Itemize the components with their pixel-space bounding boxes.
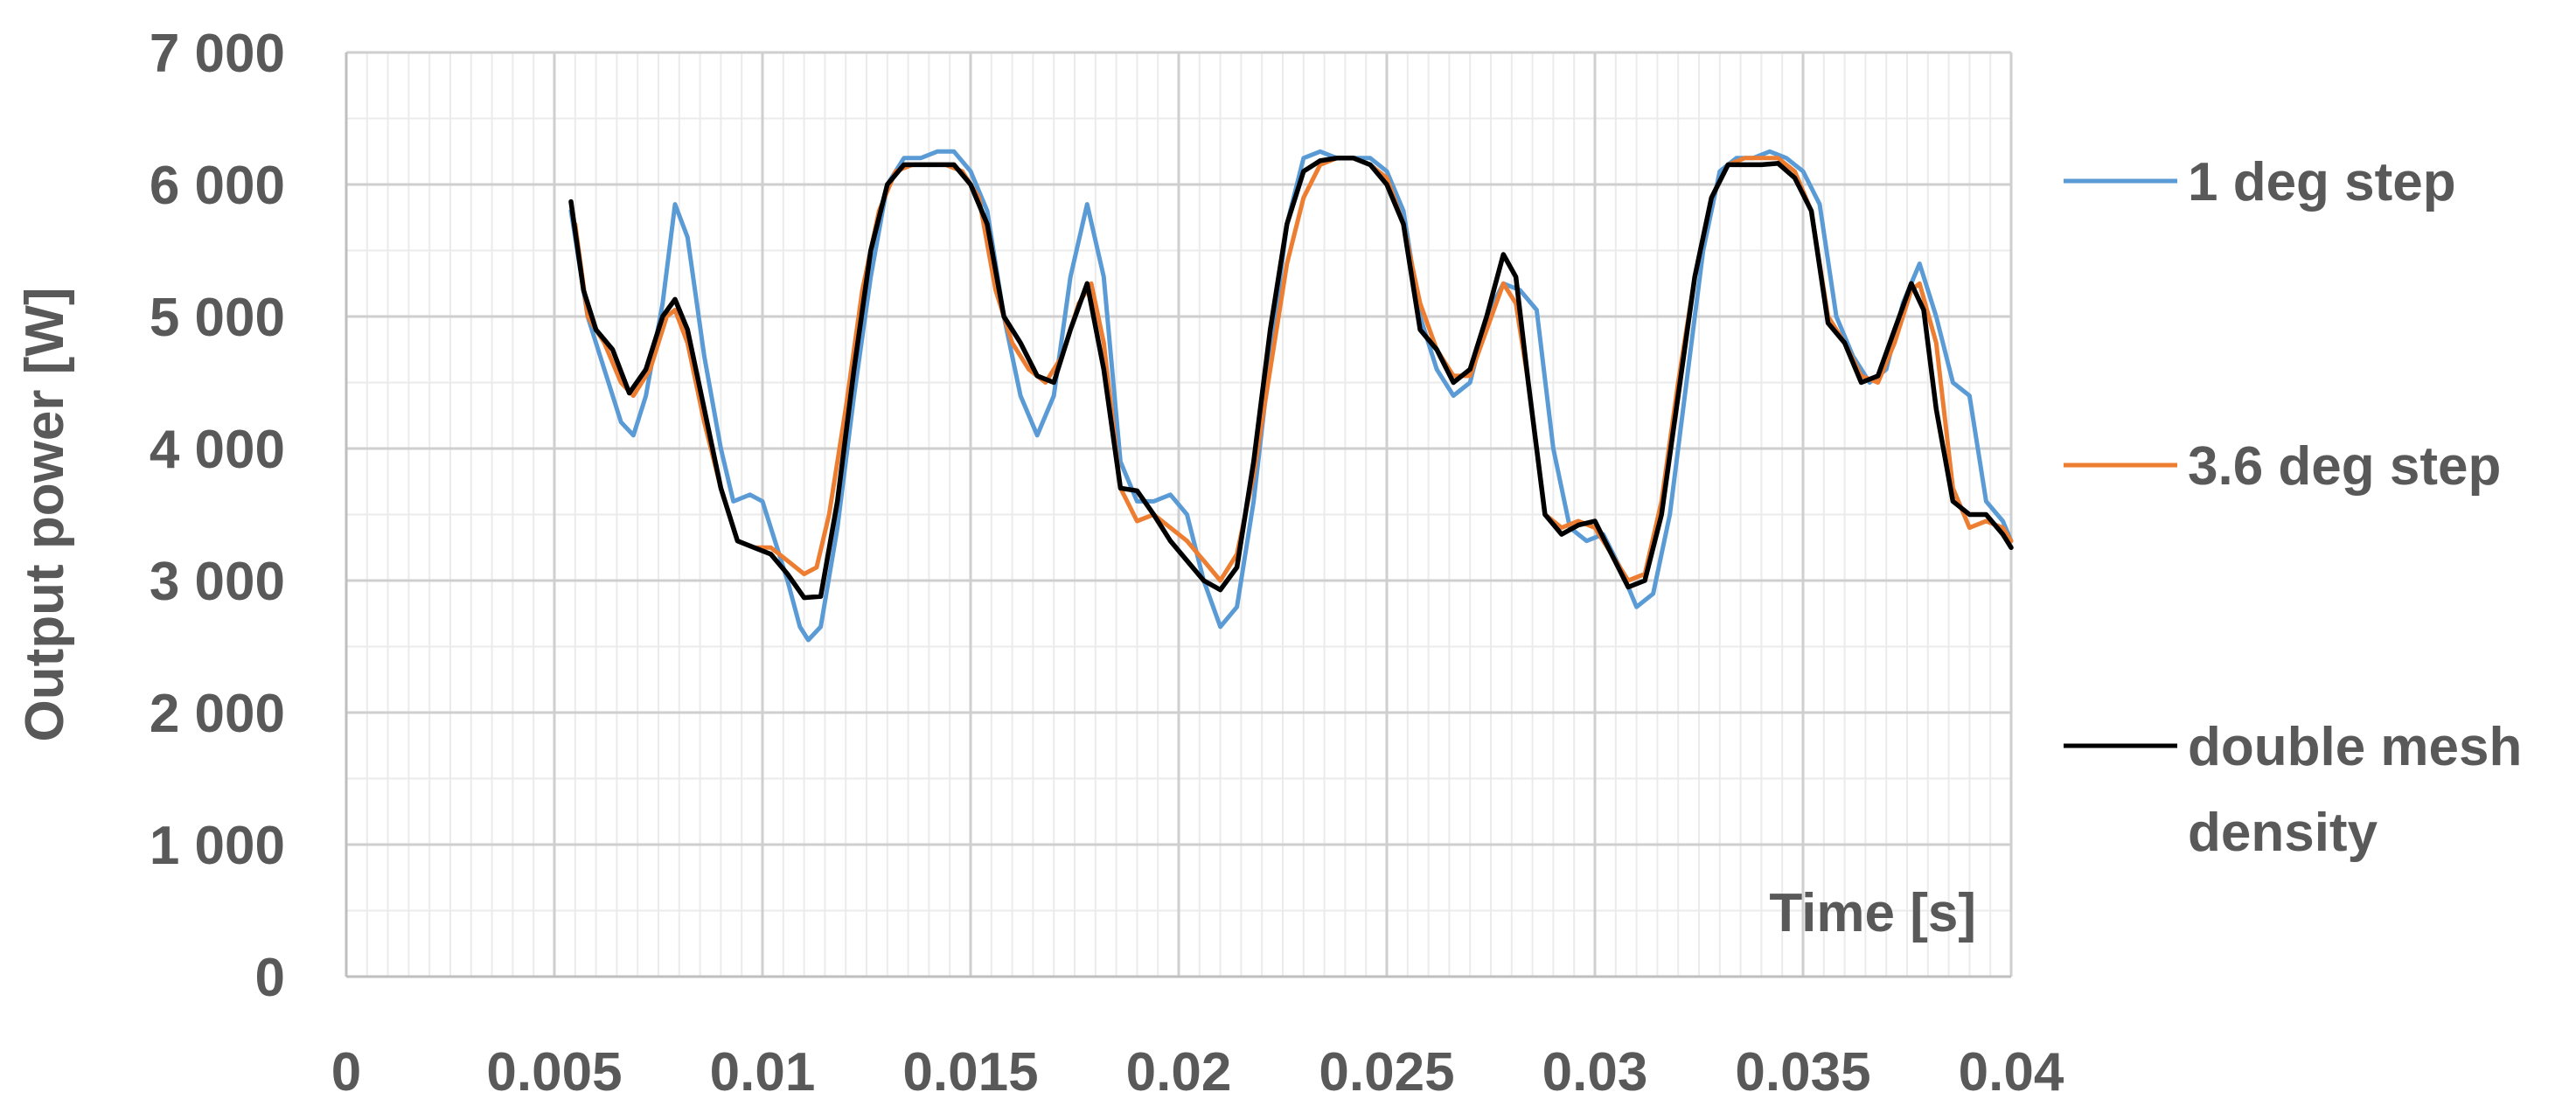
x-tick-label: 0.015 <box>902 1042 1038 1103</box>
x-tick-label: 0.005 <box>486 1042 622 1103</box>
grid <box>345 51 2013 978</box>
y-tick-label: 3 000 <box>150 552 285 612</box>
x-tick-label: 0.03 <box>1542 1042 1648 1103</box>
y-tick-label: 1 000 <box>150 816 285 876</box>
axes: 0 1 000 2 000 3 000 4 000 5 000 6 000 7 000 0 0.0… <box>15 24 2064 1103</box>
x-tick-label: 0.04 <box>1959 1042 2064 1103</box>
legend: 1 deg step 3.6 deg step double mesh density <box>2064 152 2522 863</box>
x-axis-title: Time [s] <box>1769 883 1976 943</box>
x-tick-label: 0.02 <box>1126 1042 1232 1103</box>
x-tick-label: 0.01 <box>710 1042 816 1103</box>
legend-label-1: 1 deg step <box>2188 152 2456 212</box>
x-tick-label: 0.035 <box>1735 1042 1870 1103</box>
legend-label-3: double mesh density <box>2188 717 2522 863</box>
series-line-3 <box>568 156 2014 601</box>
x-tick-label: 0 <box>331 1042 361 1103</box>
y-tick-label: 2 000 <box>150 684 285 744</box>
y-axis-title: Output power [W] <box>15 288 75 742</box>
y-tick-label: 0 <box>255 948 285 1008</box>
legend-label-2: 3.6 deg step <box>2188 436 2501 497</box>
y-tick-label: 6 000 <box>150 156 285 216</box>
series-lines <box>568 149 2014 643</box>
x-tick-label: 0.025 <box>1319 1042 1454 1103</box>
y-tick-label: 7 000 <box>150 24 285 84</box>
y-tick-label: 4 000 <box>150 420 285 480</box>
y-tick-label: 5 000 <box>150 288 285 348</box>
series-line-2 <box>573 156 2014 583</box>
